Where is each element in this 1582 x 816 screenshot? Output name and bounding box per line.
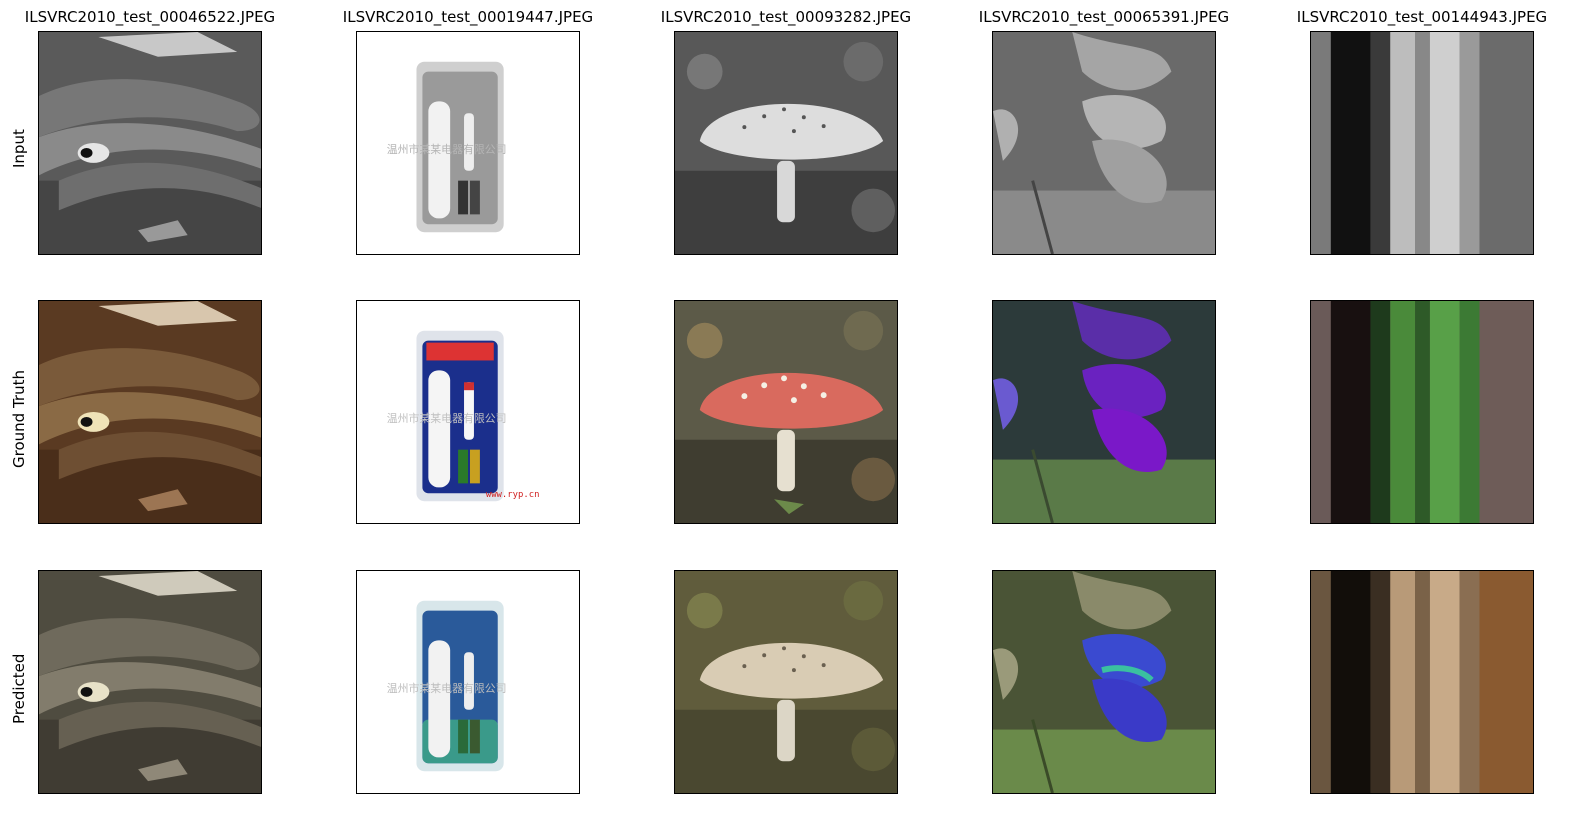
image-mushroom-input: [674, 31, 898, 255]
image-snake-ground-truth: [38, 300, 262, 524]
image-stalks-ground-truth: [1310, 300, 1534, 524]
image-toothbrush-input: 温州市某某电器有限公司: [356, 31, 580, 255]
image-toothbrush-ground-truth: 温州市某某电器有限公司 www.ryp.cn: [356, 300, 580, 524]
column-title-2: ILSVRC2010_test_00019447.JPEG: [342, 8, 594, 26]
svg-text:温州市某某电器有限公司: 温州市某某电器有限公司: [387, 411, 507, 425]
svg-text:www.ryp.cn: www.ryp.cn: [486, 490, 540, 500]
image-mushroom-ground-truth: [674, 300, 898, 524]
image-mushroom-predicted: [674, 570, 898, 794]
column-title-4: ILSVRC2010_test_00065391.JPEG: [978, 8, 1230, 26]
column-title-1: ILSVRC2010_test_00046522.JPEG: [24, 8, 276, 26]
image-stalks-input: [1310, 31, 1534, 255]
column-title-5: ILSVRC2010_test_00144943.JPEG: [1296, 8, 1548, 26]
image-toothbrush-predicted: 温州市某某电器有限公司: [356, 570, 580, 794]
image-flower-predicted: [992, 570, 1216, 794]
svg-text:温州市某某电器有限公司: 温州市某某电器有限公司: [387, 681, 507, 695]
row-label-input: Input: [10, 129, 28, 168]
image-flower-input: [992, 31, 1216, 255]
image-snake-predicted: [38, 570, 262, 794]
image-snake-input: [38, 31, 262, 255]
image-flower-ground-truth: [992, 300, 1216, 524]
image-stalks-predicted: [1310, 570, 1534, 794]
row-label-ground-truth: Ground Truth: [10, 370, 28, 468]
column-title-3: ILSVRC2010_test_00093282.JPEG: [660, 8, 912, 26]
row-label-predicted: Predicted: [10, 653, 28, 724]
svg-text:温州市某某电器有限公司: 温州市某某电器有限公司: [387, 142, 507, 156]
